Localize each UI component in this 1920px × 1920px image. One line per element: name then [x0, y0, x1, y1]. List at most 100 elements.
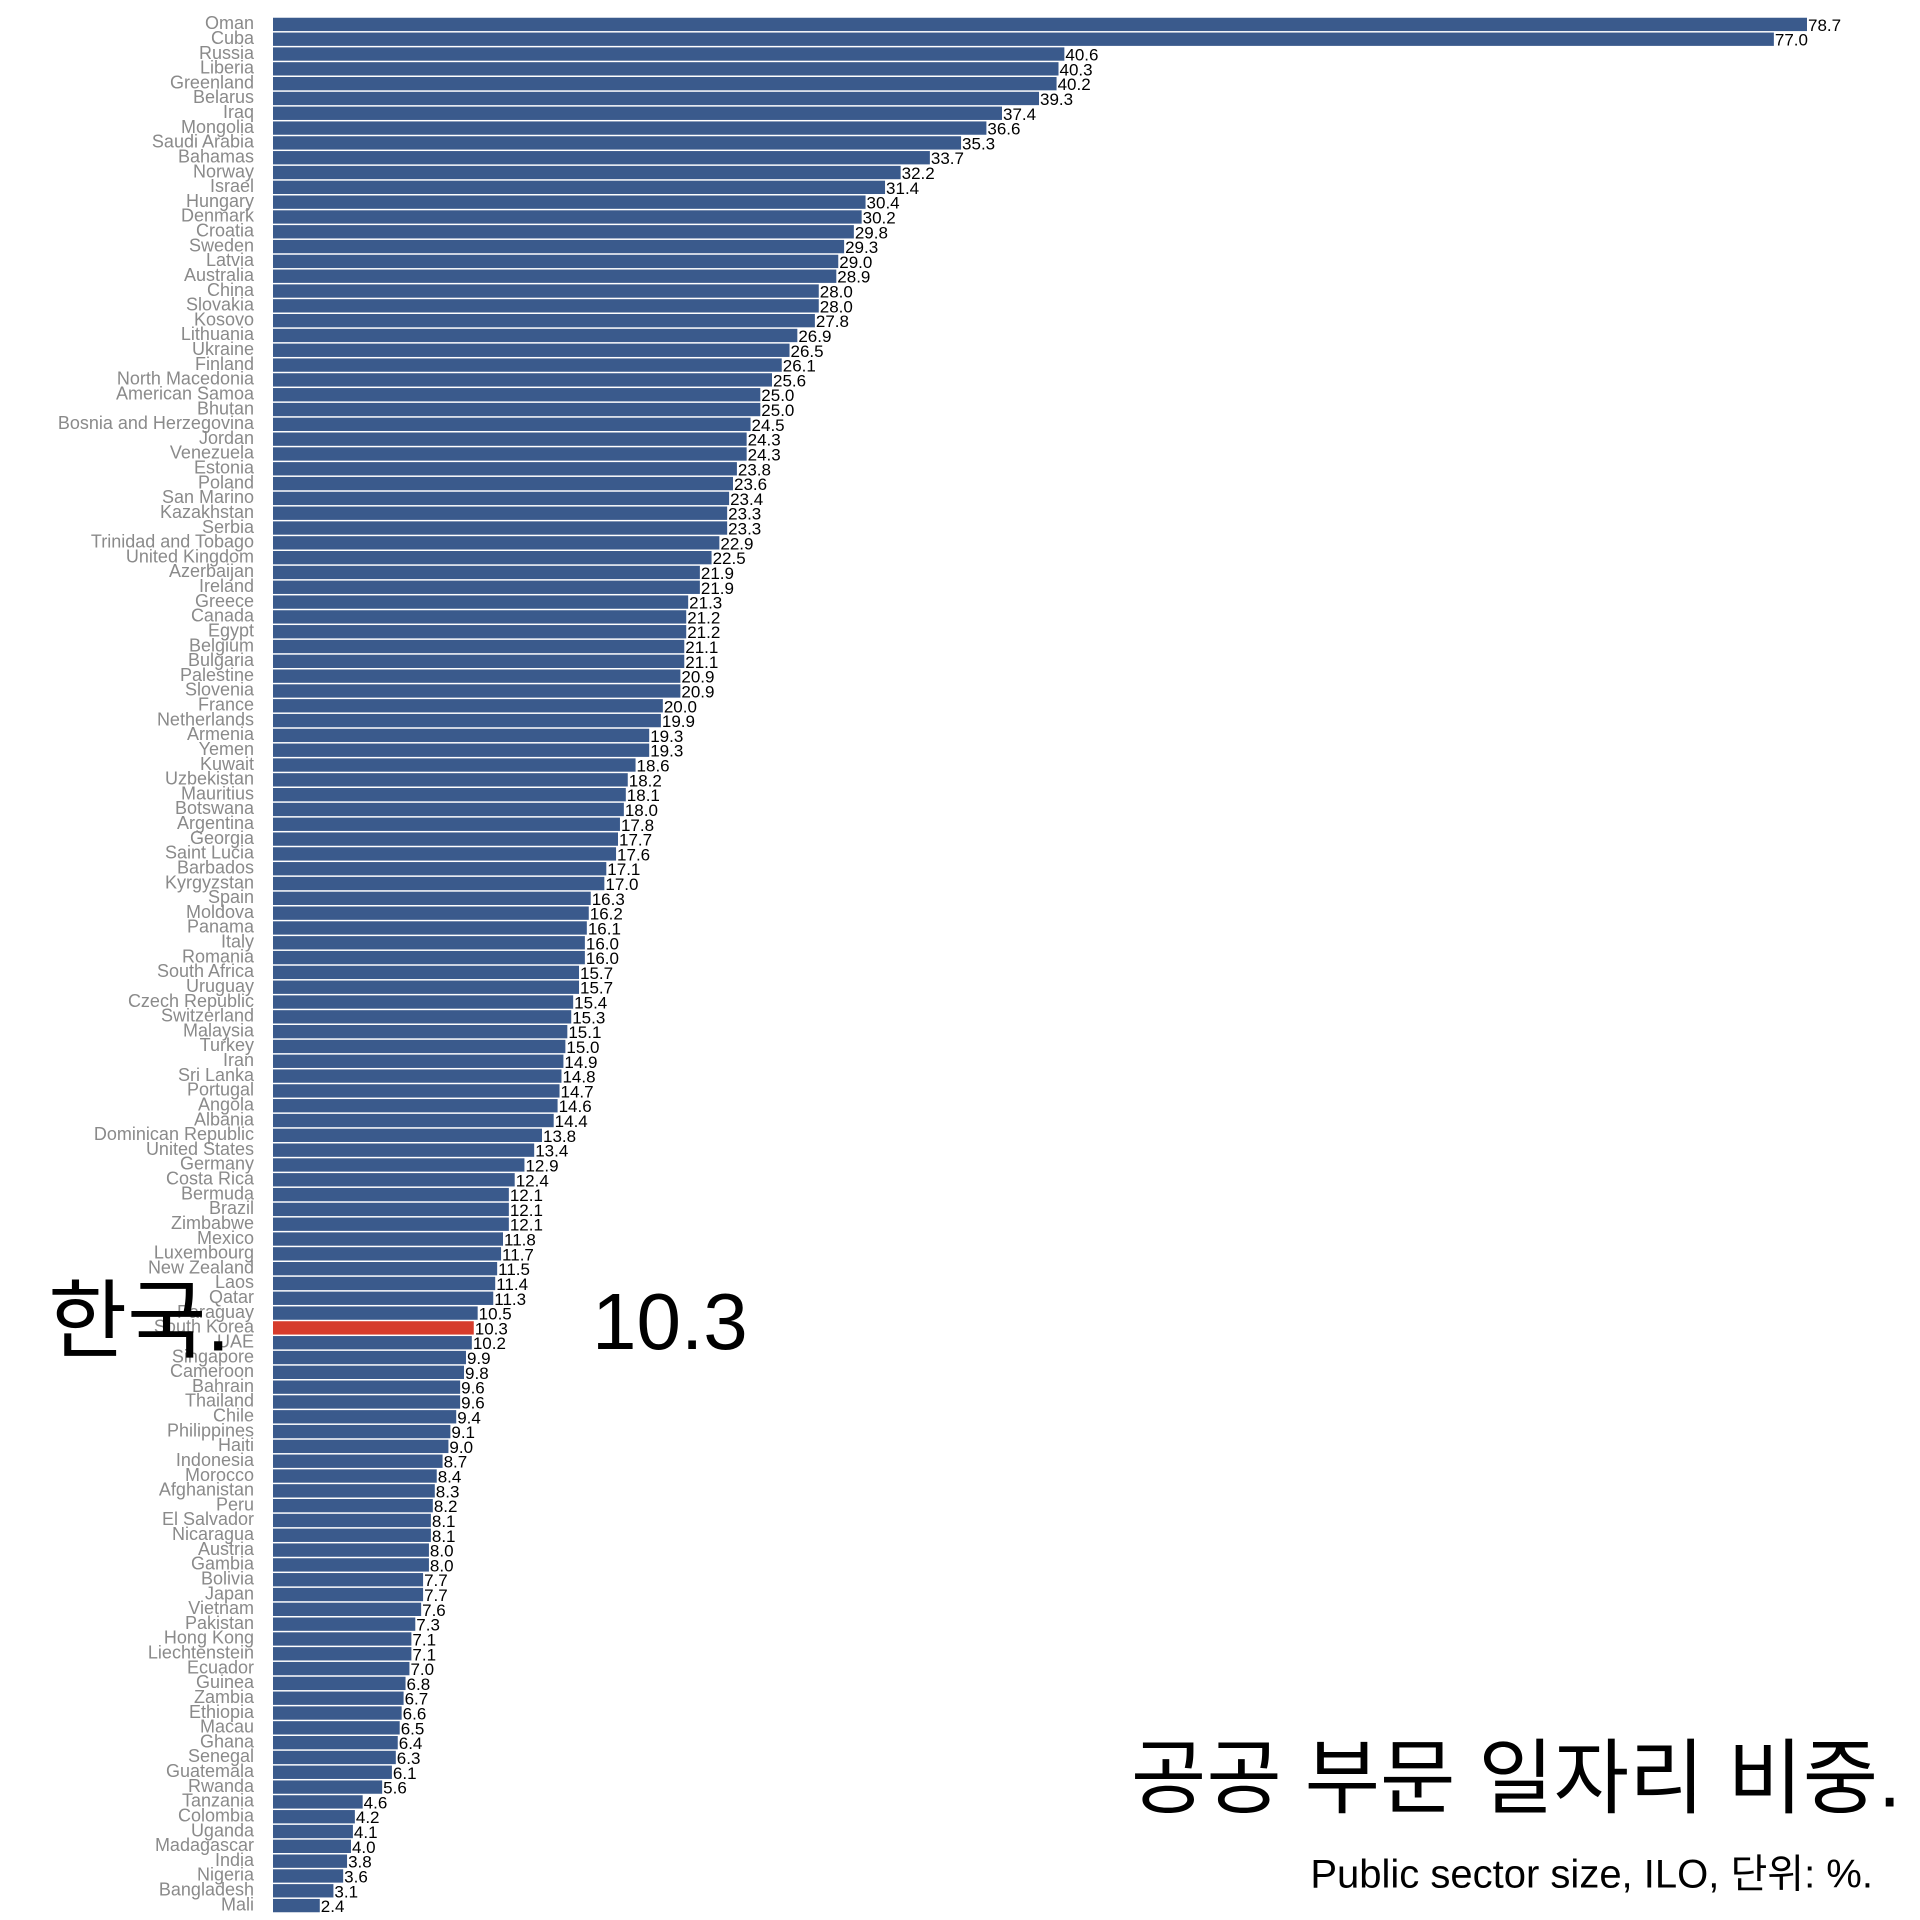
y-tick-label: Singapore	[172, 1346, 254, 1366]
bar	[273, 299, 819, 313]
bar	[273, 1291, 494, 1305]
chart-subtitle: Public sector size, ILO, 단위: %.	[1310, 1853, 1873, 1897]
value-label: 17.7	[619, 831, 652, 850]
value-label: 6.1	[393, 1764, 417, 1783]
bar	[273, 417, 751, 432]
y-tick-label: Liechtenstein	[148, 1643, 254, 1663]
value-label: 33.7	[931, 149, 964, 168]
y-tick-label: Macau	[200, 1717, 254, 1737]
y-tick-label: Germany	[180, 1154, 254, 1174]
value-label: 6.3	[397, 1749, 421, 1768]
bar	[273, 1336, 472, 1350]
bar	[273, 1513, 431, 1528]
bar	[273, 239, 845, 254]
value-label: 9.4	[457, 1408, 481, 1427]
value-label: 21.9	[701, 579, 734, 598]
bar	[273, 462, 737, 476]
value-label: 22.9	[720, 534, 753, 553]
bar	[273, 536, 720, 550]
bar	[273, 1247, 502, 1261]
bar	[273, 832, 619, 846]
y-tick-label: Albania	[194, 1109, 255, 1129]
value-label: 13.8	[543, 1127, 576, 1146]
bar	[273, 373, 772, 387]
value-label: 36.6	[987, 120, 1020, 139]
value-label: 12.1	[510, 1216, 543, 1235]
value-label: 25.6	[773, 371, 806, 390]
y-tick-label: Sri Lanka	[178, 1065, 255, 1085]
y-tick-label: Greece	[195, 591, 254, 611]
y-tick-label: Philippines	[167, 1420, 254, 1440]
bar	[273, 269, 837, 283]
bar	[273, 1010, 572, 1024]
y-tick-label: Barbados	[177, 857, 254, 877]
bar	[273, 876, 605, 891]
bar	[273, 328, 798, 343]
value-label: 15.4	[574, 994, 607, 1013]
value-label: 26.1	[783, 357, 816, 376]
bar	[273, 388, 761, 402]
y-tick-label: Tanzania	[182, 1791, 255, 1811]
y-tick-label: Zambia	[194, 1687, 255, 1707]
bar	[273, 1854, 348, 1868]
value-label: 8.3	[436, 1482, 460, 1501]
y-tick-label: Turkey	[200, 1035, 254, 1055]
bar	[273, 1484, 435, 1498]
bar	[273, 151, 930, 165]
value-label: 7.1	[412, 1630, 436, 1649]
y-tick-label: San Marino	[162, 487, 254, 507]
y-tick-label: Slovakia	[186, 295, 255, 315]
y-tick-label: Qatar	[209, 1287, 254, 1307]
value-label: 8.1	[432, 1512, 456, 1531]
bar	[273, 1750, 396, 1765]
bar	[273, 1439, 449, 1454]
bar	[273, 1365, 465, 1380]
value-label: 7.1	[412, 1645, 436, 1664]
y-tick-label: Egypt	[208, 620, 254, 640]
y-tick-label: Bangladesh	[159, 1880, 254, 1900]
value-label: 15.1	[568, 1023, 601, 1042]
bar	[273, 1099, 558, 1113]
value-label: 8.0	[430, 1556, 454, 1575]
bar	[273, 1869, 344, 1883]
y-tick-label: Botswana	[175, 798, 255, 818]
y-tick-label: Ukraine	[192, 339, 254, 359]
y-tick-label: Kazakhstan	[160, 502, 254, 522]
value-label: 21.2	[687, 623, 720, 642]
y-tick-label: Belgium	[189, 635, 254, 655]
bar	[273, 1884, 334, 1898]
bar	[273, 62, 1059, 76]
value-label: 26.5	[791, 342, 824, 361]
bar	[273, 106, 1002, 120]
y-tick-label: Colombia	[178, 1805, 255, 1825]
y-tick-label: Azerbaijan	[169, 561, 254, 581]
bar	[273, 610, 687, 624]
y-tick-label: Laos	[215, 1272, 254, 1292]
value-label: 6.4	[399, 1734, 423, 1753]
y-tick-label: Gambia	[191, 1554, 255, 1574]
value-label: 28.0	[820, 283, 853, 302]
value-label: 8.0	[430, 1542, 454, 1561]
bar	[273, 521, 728, 535]
y-tick-label: Mali	[221, 1894, 254, 1914]
y-tick-label: Rwanda	[188, 1776, 255, 1796]
y-tick-label: Mongolia	[181, 117, 255, 137]
y-tick-label: India	[215, 1850, 255, 1870]
value-label: 25.0	[761, 401, 794, 420]
bar	[273, 1824, 353, 1839]
bar	[273, 210, 862, 224]
value-label: 4.0	[352, 1838, 376, 1857]
bar	[273, 254, 839, 269]
value-label: 37.4	[1003, 105, 1036, 124]
value-label: 26.9	[798, 327, 831, 346]
value-label: 18.6	[637, 757, 670, 776]
y-tick-label: Guatemala	[166, 1761, 255, 1781]
y-tick-label: Bolivia	[201, 1568, 255, 1588]
value-label: 15.0	[566, 1038, 599, 1057]
y-tick-label: Morocco	[185, 1465, 254, 1485]
bar	[273, 595, 689, 609]
bar	[273, 1128, 542, 1143]
value-label: 22.5	[713, 549, 746, 568]
bar	[273, 1261, 498, 1276]
